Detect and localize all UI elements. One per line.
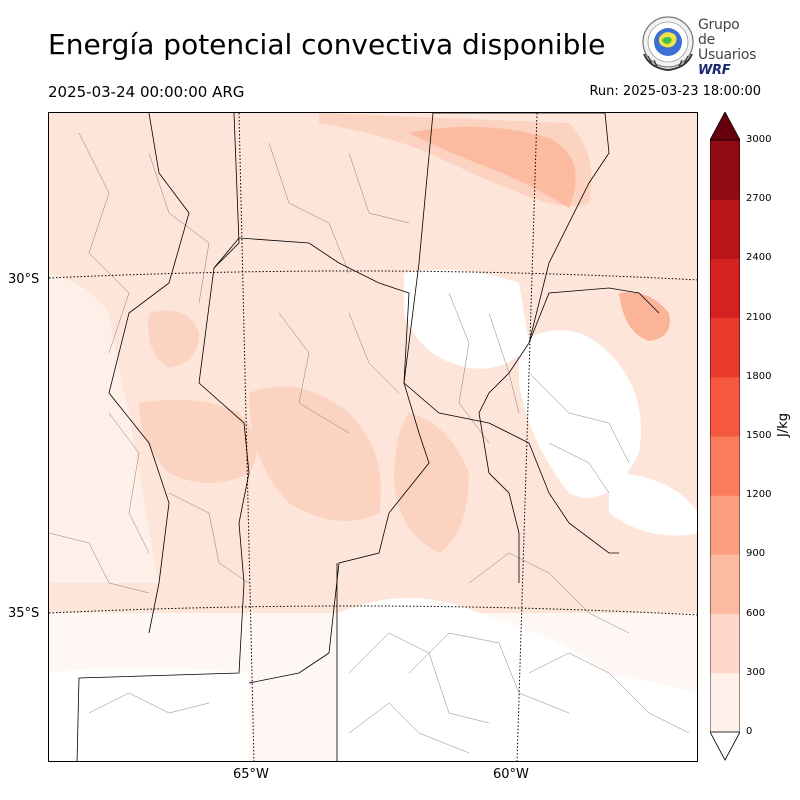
colorbar: [710, 112, 740, 761]
colorbar-tick-label: 1800: [746, 370, 772, 382]
colorbar-tick-label: 0: [746, 726, 753, 737]
colorbar-tick-label: 300: [746, 666, 766, 678]
colorbar-segment: [710, 436, 740, 496]
map-canvas: [49, 113, 697, 761]
colorbar-unit: J/kg: [776, 413, 791, 437]
run-time: Run: 2025-03-23 18:00:00: [589, 84, 761, 99]
colorbar-tick-label: 1500: [746, 430, 772, 441]
colorbar-segment: [710, 672, 740, 733]
lon-label-65w: 65°W: [233, 767, 269, 782]
cape-map: [48, 112, 698, 762]
colorbar-tick-label: 2100: [746, 311, 772, 323]
logo-line1: Grupo de: [698, 17, 740, 48]
colorbar-tick-label: 2400: [746, 252, 772, 264]
colorbar-segment: [710, 199, 740, 259]
colorbar-tick-label: 1200: [746, 489, 772, 501]
colorbar-segment: [710, 554, 740, 615]
valid-time: 2025-03-24 00:00:00 ARG: [48, 83, 245, 101]
colorbar-segment: [710, 140, 740, 200]
lat-label-35s: 35°S: [8, 606, 40, 621]
colorbar-tick-label: 600: [746, 607, 766, 619]
colorbar-over-arrow: [710, 112, 740, 141]
colorbar-segment: [710, 258, 740, 319]
logo-line3: WRF: [698, 63, 731, 78]
logo-line2: Usuarios: [698, 47, 757, 63]
colorbar-segment: [710, 495, 740, 555]
colorbar-segment: [710, 613, 740, 674]
colorbar-under-arrow: [710, 731, 740, 761]
colorbar-segment: [710, 317, 740, 378]
globe-seal-icon: [642, 16, 694, 72]
colorbar-tick-label: 3000: [746, 134, 772, 145]
colorbar-tick-label: 900: [746, 548, 766, 560]
lon-label-60w: 60°W: [493, 767, 529, 782]
colorbar-tick-label: 2700: [746, 193, 772, 205]
lat-label-30s: 30°S: [8, 272, 40, 287]
colorbar-frame: [710, 139, 740, 733]
chart-title: Energía potencial convectiva disponible: [48, 28, 606, 61]
colorbar-segment: [710, 376, 740, 437]
grupo-usuarios-wrf-logo: Grupo de Usuarios WRF: [640, 16, 760, 78]
